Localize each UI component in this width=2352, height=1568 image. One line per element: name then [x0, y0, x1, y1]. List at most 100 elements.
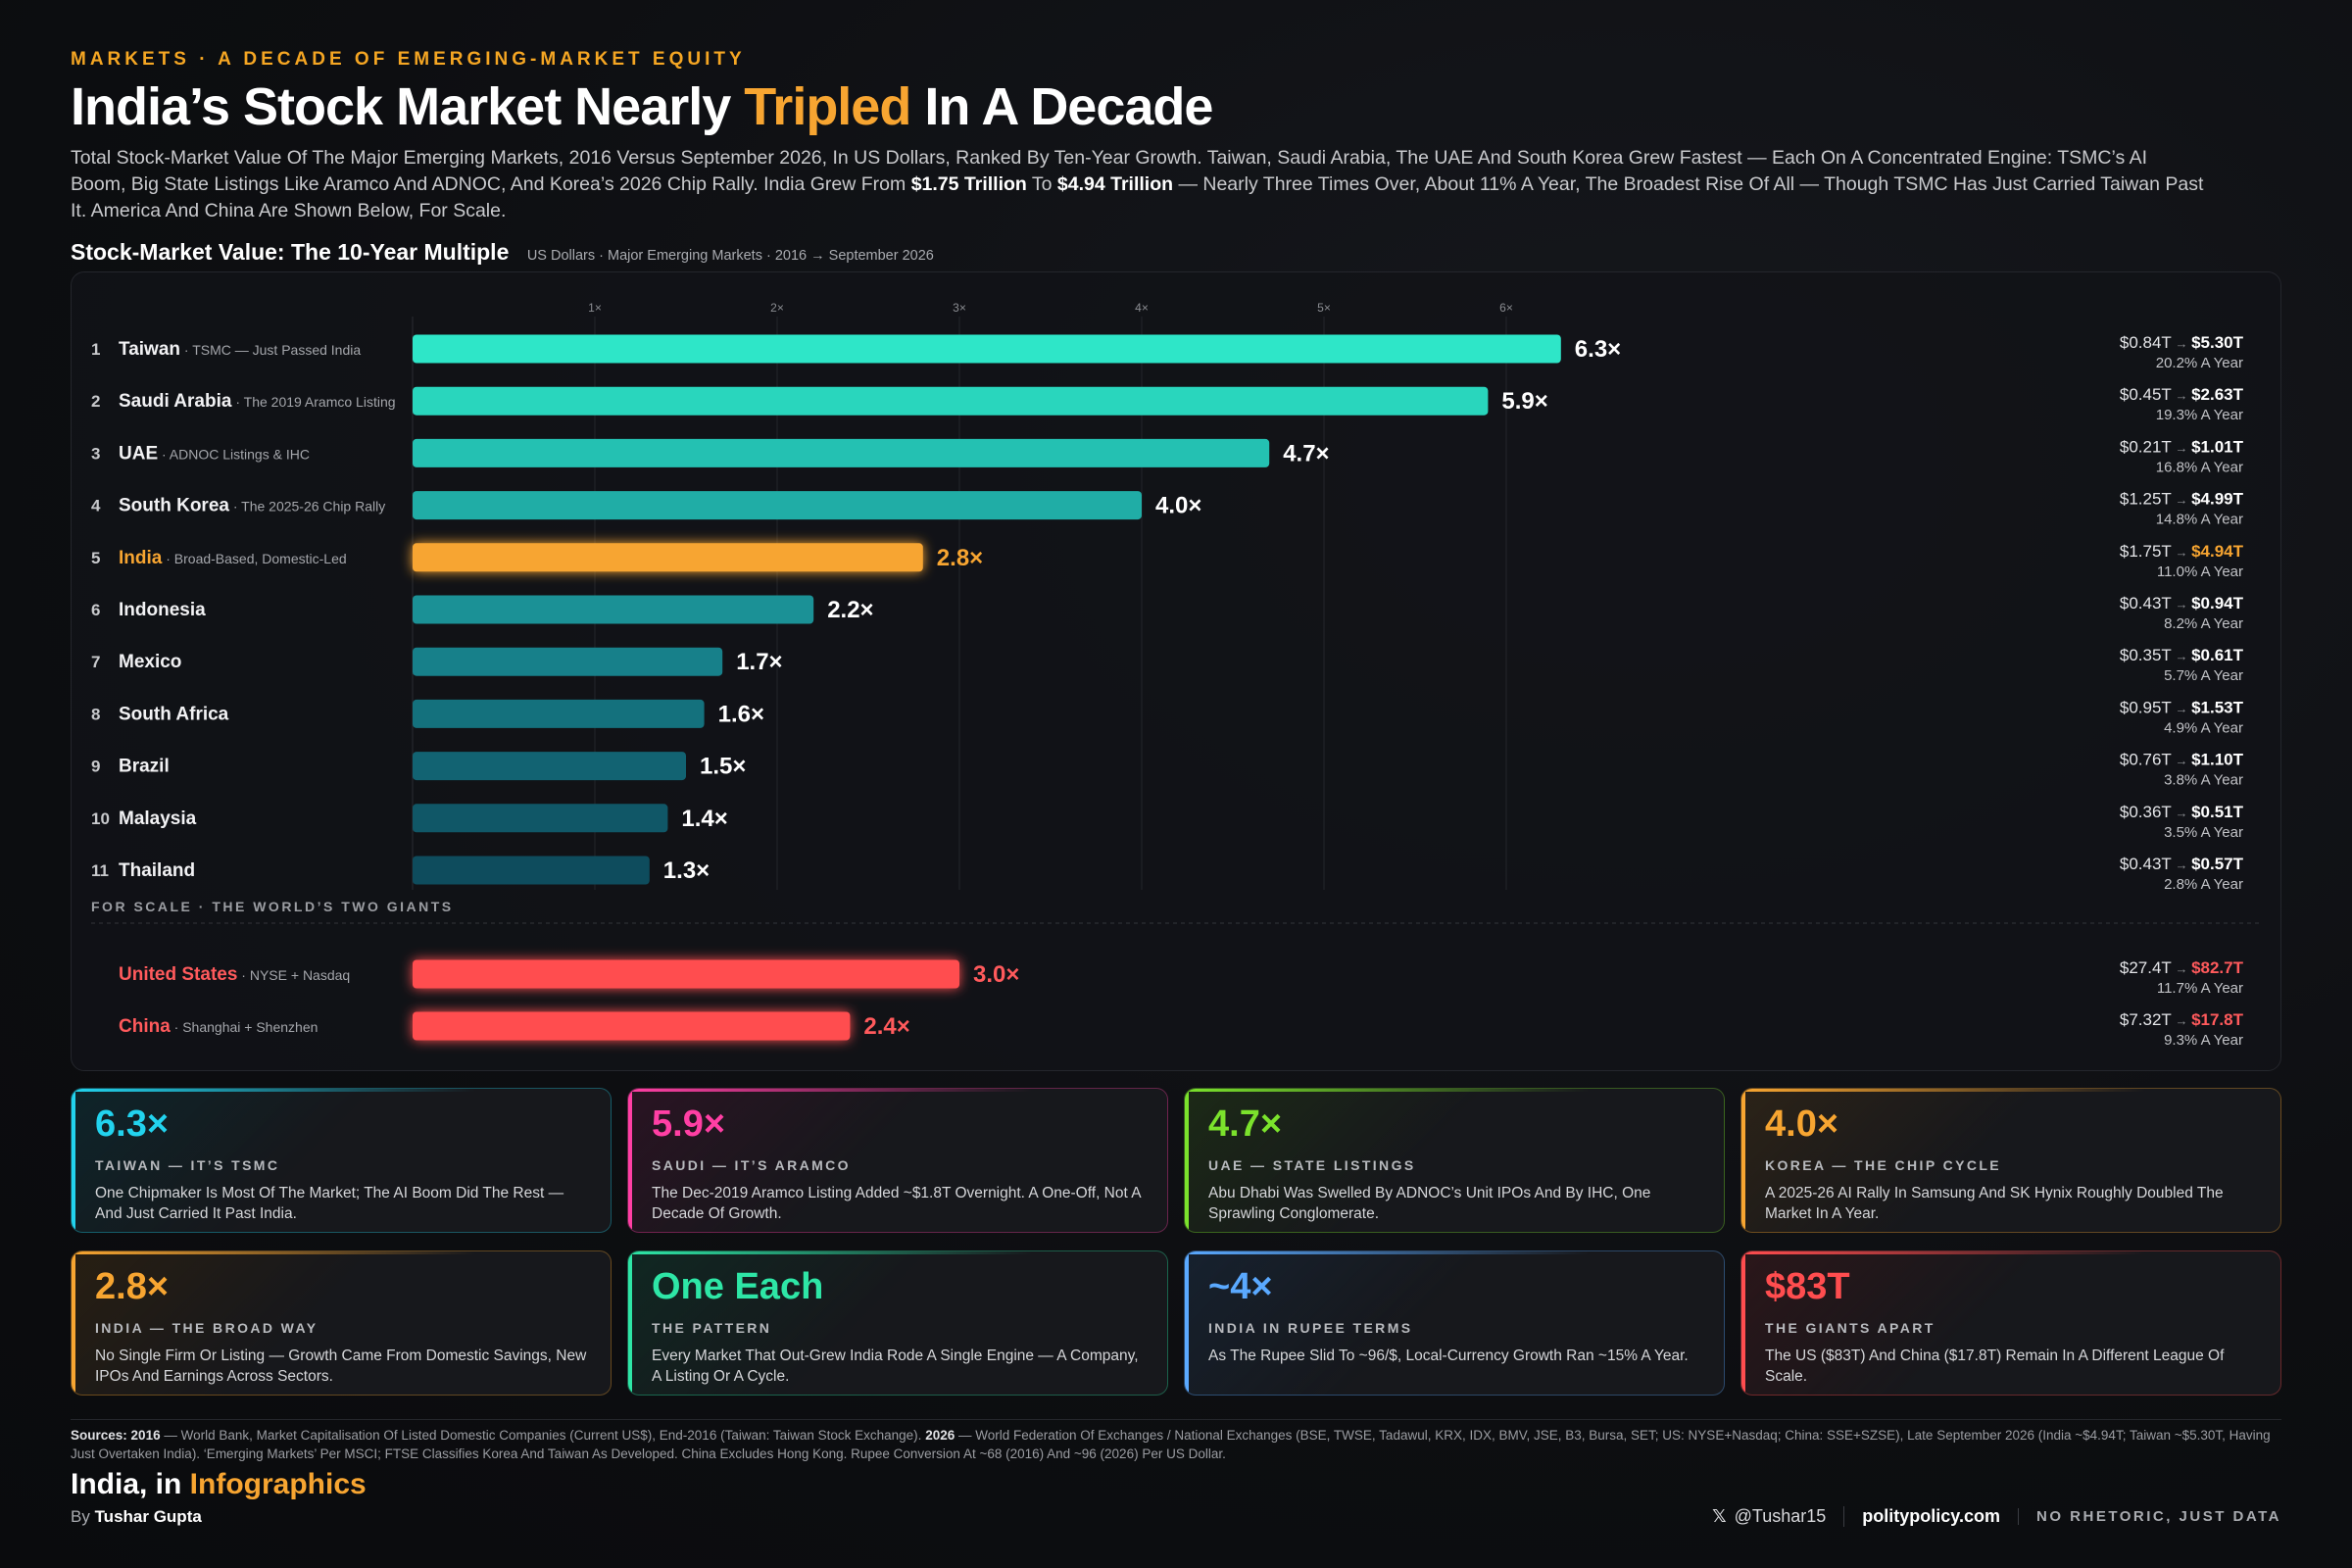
value-2016: $1.25T	[2120, 490, 2172, 509]
subtitle-part-2: To	[1026, 173, 1057, 195]
card-label: UAE — STATE LISTINGS	[1208, 1157, 1416, 1173]
sources-year-2: 2026	[925, 1428, 956, 1443]
footer-site-link[interactable]: politypolicy.com	[1843, 1506, 2018, 1527]
value-2016: $27.4T	[2120, 958, 2172, 977]
arrow-icon: →	[2172, 336, 2191, 351]
sources-text-1: — World Bank, Market Capitalisation Of L…	[160, 1428, 926, 1443]
bar	[413, 491, 1142, 520]
country-name: Saudi Arabia	[119, 391, 232, 412]
row-name: Mexico	[119, 652, 181, 672]
row-name: China · Shanghai + Shenzhen	[119, 1016, 318, 1037]
country-note: · TSMC — Just Passed India	[180, 342, 361, 358]
value-2026: $0.61T	[2191, 646, 2244, 664]
country-name: UAE	[119, 443, 158, 464]
country-name: Indonesia	[119, 600, 206, 620]
row-name: Malaysia	[119, 808, 197, 829]
bar-chart: 1× 2× 3× 4× 5× 6× 1 Taiwan · TSMC — Just Passed…	[91, 301, 2263, 1049]
bar	[413, 1011, 851, 1041]
country-name: China	[119, 1016, 171, 1037]
value-2026: $4.99T	[2191, 490, 2244, 509]
subtitle-bold-1: $1.75 Trillion	[910, 173, 1027, 195]
insight-card: 5.9× SAUDI — IT’S ARAMCO The Dec-2019 Aram…	[627, 1088, 1168, 1233]
x-tick-label: 5×	[1317, 301, 1331, 315]
cagr-label: 19.3% A Year	[2156, 407, 2243, 423]
value-2016: $0.21T	[2120, 437, 2172, 456]
rank-number: 4	[91, 497, 101, 515]
rank-number: 11	[91, 861, 109, 880]
country-note: · Shanghai + Shenzhen	[171, 1019, 318, 1035]
subtitle-bold-2: $4.94 Trillion	[1056, 173, 1174, 195]
value-range: $0.35T → $0.61T	[2120, 646, 2244, 664]
rank-number: 7	[91, 653, 100, 671]
value-2016: $0.35T	[2120, 646, 2172, 664]
title-post: In A Decade	[910, 77, 1213, 136]
chart-panel: 1× 2× 3× 4× 5× 6× 1 Taiwan · TSMC — Just Passed…	[71, 271, 2281, 1071]
cagr-label: 14.8% A Year	[2156, 512, 2243, 528]
chart-title: Stock-Market Value: The 10-Year Multiple	[71, 239, 510, 265]
arrow-icon: →	[2172, 754, 2191, 768]
country-note: · NYSE + Nasdaq	[237, 967, 350, 983]
country-name: South Africa	[119, 704, 229, 724]
row-name: India · Broad-Based, Domestic-Led	[119, 548, 347, 568]
x-tick-label: 6×	[1499, 301, 1513, 315]
country-name: South Korea	[119, 496, 229, 516]
x-tick-label: 4×	[1135, 301, 1149, 315]
bar-value-label: 1.6×	[718, 701, 764, 727]
footer-right: 𝕏 @Tushar15 politypolicy.com NO RHETORIC,…	[1694, 1506, 2281, 1527]
card-label: INDIA IN RUPEE TERMS	[1208, 1320, 1413, 1336]
byline-name: Tushar Gupta	[94, 1507, 202, 1526]
arrow-icon: →	[2172, 440, 2191, 455]
value-range: $27.4T → $82.7T	[2120, 958, 2244, 977]
country-name: Taiwan	[119, 339, 180, 360]
arrow-icon: →	[2172, 388, 2191, 403]
country-name: Brazil	[119, 757, 170, 777]
byline-pre: By	[71, 1507, 95, 1526]
arrow-icon: →	[2172, 701, 2191, 715]
row-name: Indonesia	[119, 600, 206, 620]
x-tick-label: 2×	[770, 301, 784, 315]
value-range: $1.25T → $4.99T	[2120, 490, 2244, 509]
insight-card: ~4× INDIA IN RUPEE TERMS As The Rupee Slid…	[1184, 1250, 1725, 1396]
x-tick-label: 1×	[588, 301, 602, 315]
country-name: Mexico	[119, 652, 181, 672]
value-range: $0.95T → $1.53T	[2120, 698, 2244, 716]
bar	[413, 647, 723, 676]
card-stat: $83T	[1765, 1266, 1850, 1307]
card-label: TAIWAN — IT’S TSMC	[95, 1157, 280, 1173]
country-name: United States	[119, 964, 237, 985]
bar	[413, 595, 814, 624]
bar-value-label: 1.4×	[681, 806, 727, 832]
card-text: The Dec-2019 Aramco Listing Added ~$1.8T…	[652, 1185, 1141, 1222]
bar	[413, 699, 705, 728]
bar-value-label: 1.3×	[663, 858, 710, 884]
chart-header: Stock-Market Value: The 10-Year Multiple…	[71, 239, 934, 266]
card-stat: 4.7×	[1208, 1103, 1283, 1145]
byline: By Tushar Gupta	[71, 1507, 202, 1527]
bar	[413, 386, 1489, 416]
arrow-icon: →	[2172, 597, 2191, 612]
card-stat: 2.8×	[95, 1266, 170, 1307]
cagr-label: 4.9% A Year	[2164, 719, 2243, 736]
value-range: $7.32T → $17.8T	[2120, 1010, 2244, 1029]
bar-value-label: 6.3×	[1575, 336, 1621, 363]
value-range: $1.75T → $4.94T	[2120, 542, 2244, 561]
cagr-label: 11.7% A Year	[2157, 980, 2243, 997]
bar	[413, 438, 1270, 467]
value-2016: $1.75T	[2120, 542, 2172, 561]
cagr-label: 8.2% A Year	[2164, 615, 2243, 632]
insight-card: 4.7× UAE — STATE LISTINGS Abu Dhabi Was Sw…	[1184, 1088, 1725, 1233]
row-name: Taiwan · TSMC — Just Passed India	[119, 339, 361, 360]
country-note: · Broad-Based, Domestic-Led	[162, 551, 346, 566]
bar-value-label: 2.4×	[863, 1013, 909, 1040]
footer-handle[interactable]: 𝕏 @Tushar15	[1694, 1506, 1843, 1527]
card-stat: 5.9×	[652, 1103, 726, 1145]
brand-pre: India, in	[71, 1468, 190, 1500]
card-label: KOREA — THE CHIP CYCLE	[1765, 1157, 2002, 1173]
value-2016: $0.84T	[2120, 333, 2172, 352]
x-logo-icon: 𝕏	[1712, 1506, 1727, 1526]
country-note: · The 2025-26 Chip Rally	[229, 499, 385, 514]
cagr-label: 11.0% A Year	[2157, 564, 2243, 580]
card-stat: One Each	[652, 1266, 824, 1307]
chart-subtitle: US Dollars · Major Emerging Markets · 20…	[526, 248, 934, 264]
cagr-label: 3.8% A Year	[2164, 772, 2243, 789]
